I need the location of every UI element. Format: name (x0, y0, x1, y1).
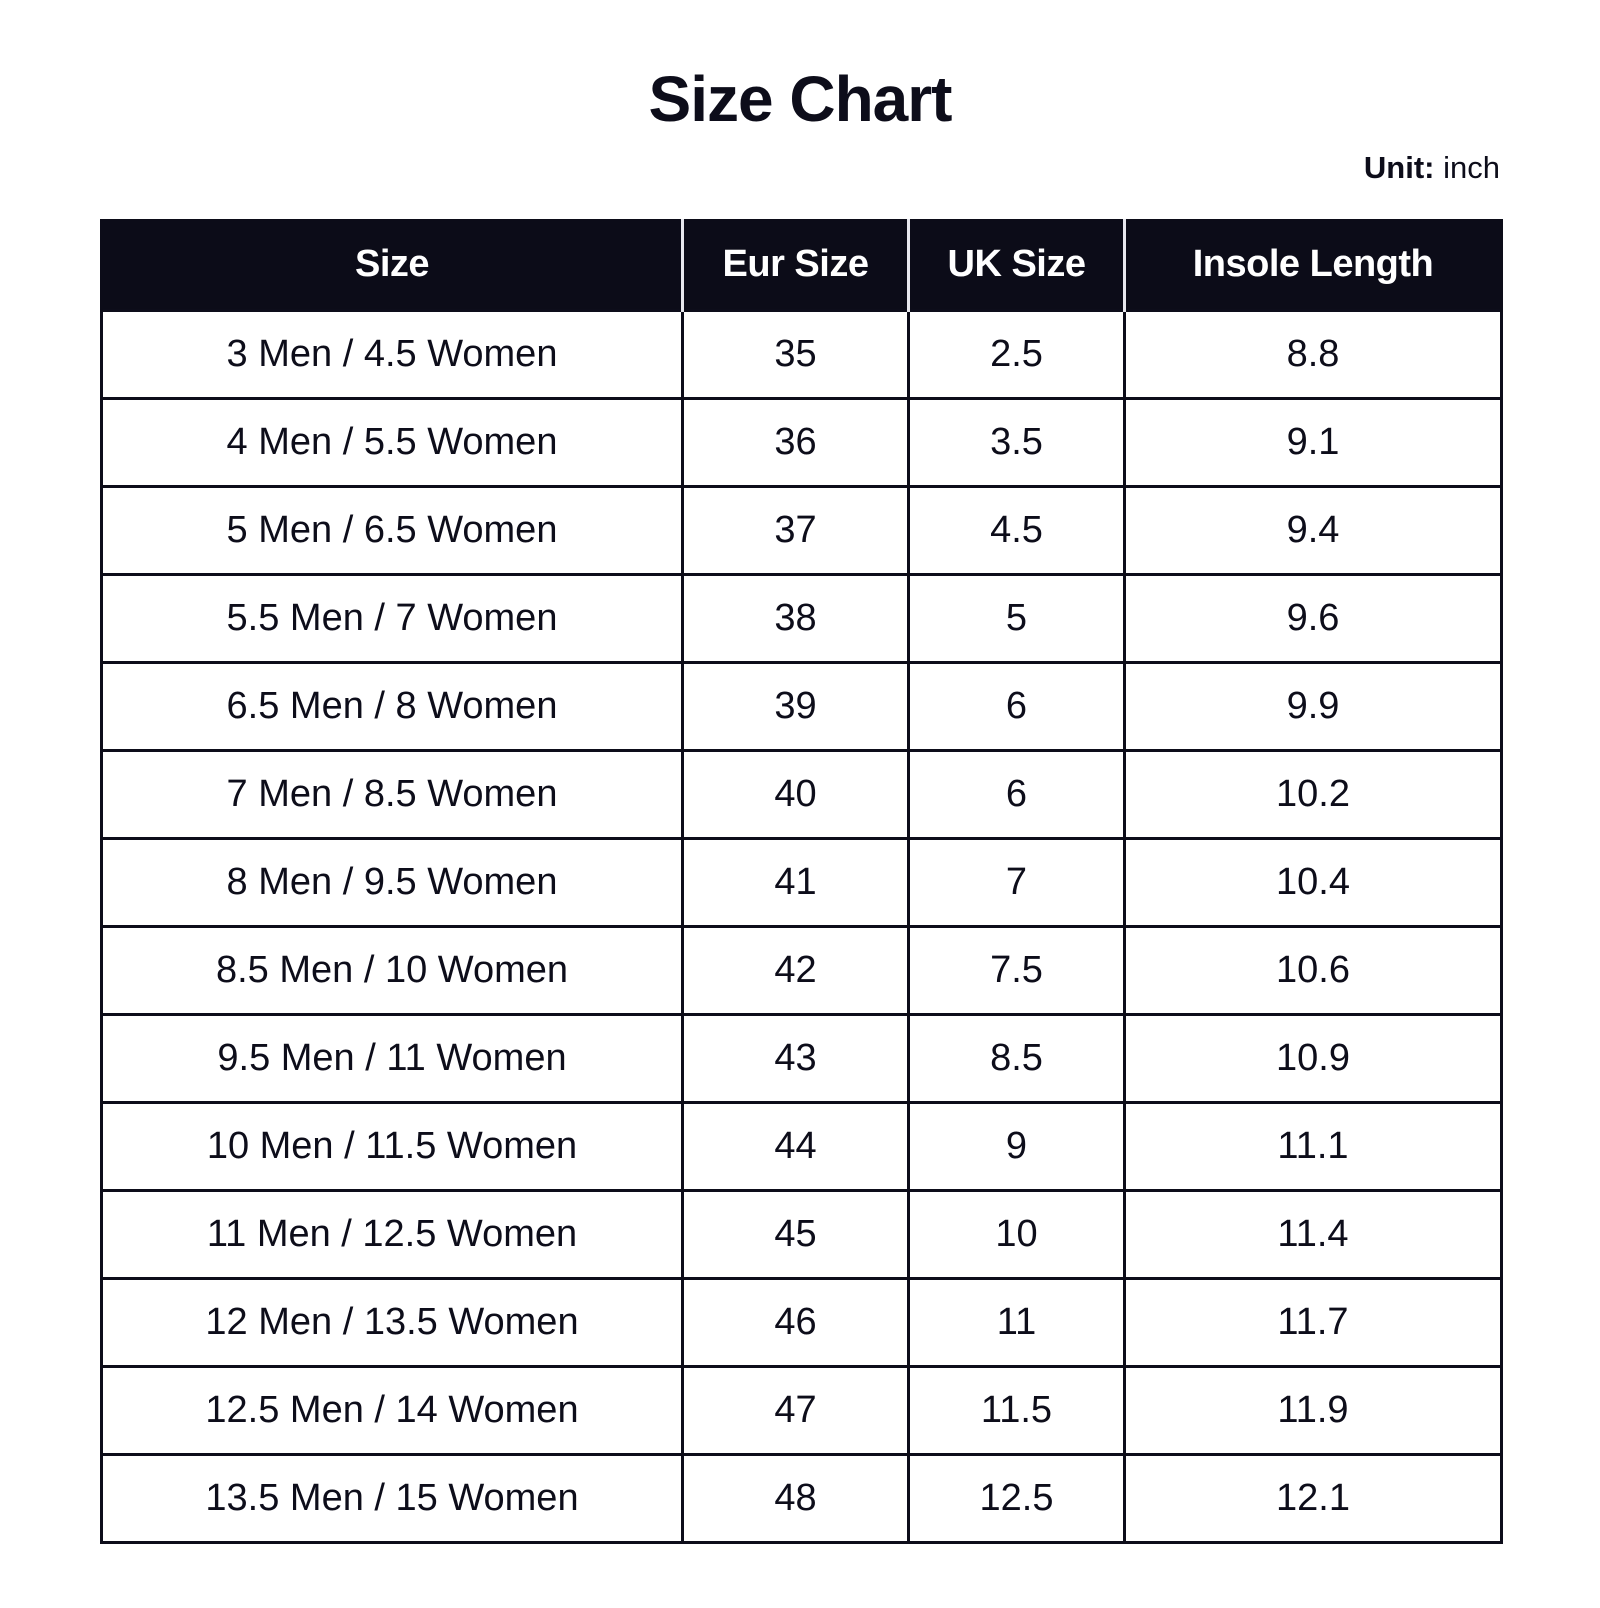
cell-size: 8.5 Men / 10 Women (100, 925, 684, 1016)
unit-value: inch (1443, 150, 1500, 185)
header-eur-size: Eur Size (681, 219, 909, 311)
table-row: 11 Men / 12.5 Women 45 10 11.4 (100, 1189, 1503, 1280)
table-row: 13.5 Men / 15 Women 48 12.5 12.1 (100, 1453, 1503, 1544)
cell-size: 10 Men / 11.5 Women (100, 1101, 684, 1192)
unit-note: Unit: inch (1364, 150, 1500, 186)
cell-uk-size: 12.5 (907, 1453, 1126, 1544)
header-insole-length: Insole Length (1123, 219, 1503, 311)
cell-insole-length: 9.9 (1123, 661, 1503, 752)
table-row: 12 Men / 13.5 Women 46 11 11.7 (100, 1277, 1503, 1368)
cell-insole-length: 10.4 (1123, 837, 1503, 928)
cell-uk-size: 11.5 (907, 1365, 1126, 1456)
cell-insole-length: 9.1 (1123, 397, 1503, 488)
cell-eur-size: 40 (681, 749, 910, 840)
table-row: 9.5 Men / 11 Women 43 8.5 10.9 (100, 1013, 1503, 1104)
cell-size: 11 Men / 12.5 Women (100, 1189, 684, 1280)
cell-uk-size: 6 (907, 749, 1126, 840)
table-row: 7 Men / 8.5 Women 40 6 10.2 (100, 749, 1503, 840)
size-table: Size Eur Size UK Size Insole Length 3 Me… (100, 219, 1503, 1544)
table-row: 6.5 Men / 8 Women 39 6 9.9 (100, 661, 1503, 752)
cell-size: 5.5 Men / 7 Women (100, 573, 684, 664)
cell-uk-size: 7 (907, 837, 1126, 928)
table-row: 4 Men / 5.5 Women 36 3.5 9.1 (100, 397, 1503, 488)
cell-eur-size: 44 (681, 1101, 910, 1192)
cell-size: 7 Men / 8.5 Women (100, 749, 684, 840)
cell-uk-size: 8.5 (907, 1013, 1126, 1104)
cell-eur-size: 35 (681, 309, 910, 400)
cell-uk-size: 4.5 (907, 485, 1126, 576)
cell-eur-size: 37 (681, 485, 910, 576)
cell-eur-size: 41 (681, 837, 910, 928)
cell-size: 5 Men / 6.5 Women (100, 485, 684, 576)
cell-eur-size: 43 (681, 1013, 910, 1104)
table-row: 5.5 Men / 7 Women 38 5 9.6 (100, 573, 1503, 664)
cell-uk-size: 9 (907, 1101, 1126, 1192)
table-row: 3 Men / 4.5 Women 35 2.5 8.8 (100, 309, 1503, 400)
cell-size: 3 Men / 4.5 Women (100, 309, 684, 400)
page-title: Size Chart (648, 63, 953, 135)
header-row: Size Eur Size UK Size Insole Length (100, 219, 1503, 311)
cell-eur-size: 48 (681, 1453, 910, 1544)
table-row: 8 Men / 9.5 Women 41 7 10.4 (100, 837, 1503, 928)
cell-eur-size: 38 (681, 573, 910, 664)
cell-insole-length: 11.1 (1123, 1101, 1503, 1192)
unit-label: Unit: (1363, 150, 1435, 185)
cell-insole-length: 11.7 (1123, 1277, 1503, 1368)
table-row: 5 Men / 6.5 Women 37 4.5 9.4 (100, 485, 1503, 576)
cell-insole-length: 11.9 (1123, 1365, 1503, 1456)
cell-eur-size: 36 (681, 397, 910, 488)
cell-uk-size: 3.5 (907, 397, 1126, 488)
cell-insole-length: 9.4 (1123, 485, 1503, 576)
cell-insole-length: 10.2 (1123, 749, 1503, 840)
cell-size: 13.5 Men / 15 Women (100, 1453, 684, 1544)
cell-insole-length: 9.6 (1123, 573, 1503, 664)
cell-insole-length: 12.1 (1123, 1453, 1503, 1544)
cell-eur-size: 46 (681, 1277, 910, 1368)
cell-size: 4 Men / 5.5 Women (100, 397, 684, 488)
header-uk-size: UK Size (907, 219, 1125, 311)
cell-uk-size: 7.5 (907, 925, 1126, 1016)
cell-insole-length: 11.4 (1123, 1189, 1503, 1280)
cell-size: 9.5 Men / 11 Women (100, 1013, 684, 1104)
cell-size: 12 Men / 13.5 Women (100, 1277, 684, 1368)
cell-uk-size: 10 (907, 1189, 1126, 1280)
table-row: 8.5 Men / 10 Women 42 7.5 10.6 (100, 925, 1503, 1016)
cell-size: 6.5 Men / 8 Women (100, 661, 684, 752)
cell-uk-size: 5 (907, 573, 1126, 664)
table-row: 12.5 Men / 14 Women 47 11.5 11.9 (100, 1365, 1503, 1456)
cell-size: 12.5 Men / 14 Women (100, 1365, 684, 1456)
cell-eur-size: 45 (681, 1189, 910, 1280)
cell-insole-length: 10.6 (1123, 925, 1503, 1016)
cell-size: 8 Men / 9.5 Women (100, 837, 684, 928)
cell-eur-size: 42 (681, 925, 910, 1016)
cell-insole-length: 8.8 (1123, 309, 1503, 400)
cell-uk-size: 2.5 (907, 309, 1126, 400)
cell-uk-size: 11 (907, 1277, 1126, 1368)
cell-eur-size: 39 (681, 661, 910, 752)
cell-uk-size: 6 (907, 661, 1126, 752)
table-row: 10 Men / 11.5 Women 44 9 11.1 (100, 1101, 1503, 1192)
header-size: Size (100, 219, 683, 311)
cell-insole-length: 10.9 (1123, 1013, 1503, 1104)
cell-eur-size: 47 (681, 1365, 910, 1456)
